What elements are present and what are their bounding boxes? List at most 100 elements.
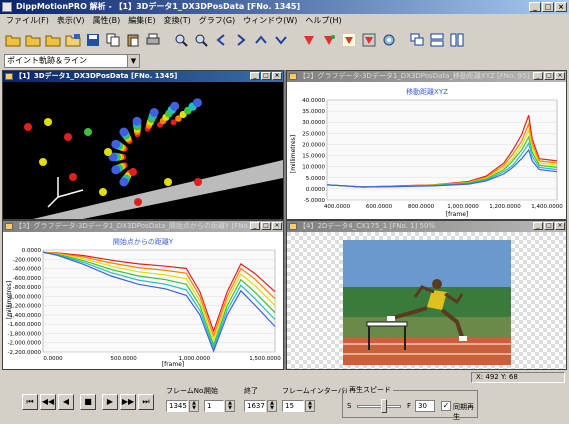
panel-3d-view[interactable]: 【1】3Dデータ1_DX3DPosData [FNo. 1345] _ □ × bbox=[2, 70, 284, 220]
start-input[interactable]: 1 bbox=[204, 400, 224, 412]
minimize-button[interactable]: _ bbox=[250, 72, 260, 80]
chevron-down-icon[interactable]: ▼ bbox=[127, 55, 139, 67]
panel-graph-y[interactable]: 【3】グラフデータ-3Dデータ1_DX3DPosData_開始点からの距離Y [… bbox=[2, 220, 284, 370]
marker-point bbox=[111, 139, 121, 149]
maximize-button[interactable]: □ bbox=[544, 222, 554, 230]
marker-icon[interactable] bbox=[300, 31, 318, 49]
close-button[interactable]: × bbox=[555, 2, 567, 12]
video-track bbox=[343, 337, 511, 365]
zoom-out-icon[interactable] bbox=[192, 31, 210, 49]
first-frame-button[interactable]: ⏮ bbox=[22, 394, 38, 410]
marker-point bbox=[170, 101, 180, 111]
x-axis-label: [frame] bbox=[162, 361, 184, 368]
marker-icon[interactable] bbox=[340, 31, 358, 49]
panel-video[interactable]: 【4】2Dデータ4_CX175_1 [FNo. 1] 50% _ □ × bbox=[286, 220, 567, 370]
start-spinner[interactable]: ▲ ▼ bbox=[225, 400, 235, 412]
sync-play-checkbox[interactable]: ✓ bbox=[441, 401, 451, 411]
y-tick-label: -600.0000 bbox=[13, 276, 42, 282]
view-mode-select[interactable]: ポイント軌跡＆ライン ▼ bbox=[4, 54, 140, 68]
minimize-button[interactable]: _ bbox=[533, 222, 543, 230]
minimize-button[interactable]: _ bbox=[529, 2, 541, 12]
menu-attribute[interactable]: 属性(B) bbox=[92, 16, 121, 25]
menu-help[interactable]: ヘルプ(H) bbox=[305, 16, 342, 25]
menu-window[interactable]: ウィンドウ(W) bbox=[243, 16, 298, 25]
app-title-bar: DippMotionPRO 解析 - 【1】3Dデータ1_DX3DPosData… bbox=[0, 0, 569, 14]
menu-graph[interactable]: グラフ(G) bbox=[198, 16, 236, 25]
zoom-in-icon[interactable] bbox=[172, 31, 190, 49]
arrow-up-icon[interactable] bbox=[252, 31, 270, 49]
play-button[interactable]: ▶ bbox=[102, 394, 118, 410]
print-icon[interactable] bbox=[144, 31, 162, 49]
speed-slider-track[interactable] bbox=[357, 405, 401, 408]
marker-point bbox=[39, 158, 47, 166]
status-bar: X: 492 Y: 68 bbox=[0, 372, 569, 384]
series-line-2 bbox=[42, 251, 276, 343]
3d-marker-trajectory bbox=[24, 98, 202, 206]
floor-plane bbox=[33, 160, 283, 219]
y-tick-label: -1,600.0000 bbox=[8, 322, 42, 328]
frame-no-input[interactable]: 1345 bbox=[166, 400, 188, 412]
close-button[interactable]: × bbox=[272, 222, 282, 230]
maximize-button[interactable]: □ bbox=[544, 72, 554, 80]
speed-label: 再生スピード bbox=[347, 385, 393, 395]
stop-button[interactable]: ■ bbox=[80, 394, 96, 410]
minimize-button[interactable]: _ bbox=[250, 222, 260, 230]
open-folder-icon[interactable] bbox=[44, 31, 62, 49]
panel-graph-xyz[interactable]: 【2】グラフデータ-3Dデータ1_DX3DPosData_移動距離XYZ [FN… bbox=[286, 70, 567, 220]
open-folder-icon[interactable] bbox=[24, 31, 42, 49]
paste-icon[interactable] bbox=[124, 31, 142, 49]
save-icon[interactable] bbox=[84, 31, 102, 49]
speed-slider-thumb[interactable] bbox=[381, 399, 387, 413]
fast-forward-button[interactable]: ▶▶ bbox=[120, 394, 136, 410]
marker-icon[interactable] bbox=[320, 31, 338, 49]
frame-interval-input[interactable]: 15 bbox=[282, 400, 304, 412]
minimize-button[interactable]: _ bbox=[533, 72, 543, 80]
close-button[interactable]: × bbox=[555, 72, 565, 80]
marker-point bbox=[132, 116, 142, 126]
athlete bbox=[387, 279, 467, 341]
arrow-right-icon[interactable] bbox=[232, 31, 250, 49]
close-button[interactable]: × bbox=[555, 222, 565, 230]
y-tick-label: 25.0000 bbox=[302, 131, 325, 137]
window-icon bbox=[5, 223, 13, 230]
menu-transform[interactable]: 変換(T) bbox=[163, 16, 191, 25]
speed-input[interactable]: 30 bbox=[415, 400, 435, 412]
3d-scene[interactable] bbox=[3, 82, 283, 219]
copy-icon[interactable] bbox=[104, 31, 122, 49]
frame-no-spinner[interactable]: ▲ ▼ bbox=[189, 400, 199, 412]
sync-play-label: 同期再生 bbox=[453, 403, 474, 421]
end-input[interactable]: 1637 bbox=[244, 400, 266, 412]
open-folder-icon[interactable] bbox=[4, 31, 22, 49]
y-axis-label: [millimetres] bbox=[290, 135, 297, 173]
y-tick-label: 30.0000 bbox=[302, 120, 325, 126]
folder-icon[interactable] bbox=[64, 31, 82, 49]
y-tick-label: -1,400.0000 bbox=[8, 313, 42, 319]
last-frame-button[interactable]: ⏭ bbox=[138, 394, 154, 410]
frame-interval-spinner[interactable]: ▲ ▼ bbox=[305, 400, 315, 412]
menu-view[interactable]: 表示(V) bbox=[56, 16, 85, 25]
y-tick-label: -1,800.0000 bbox=[8, 331, 42, 337]
maximize-button[interactable]: □ bbox=[261, 72, 271, 80]
end-spinner[interactable]: ▲ ▼ bbox=[267, 400, 277, 412]
maximize-button[interactable]: □ bbox=[261, 222, 271, 230]
axis-x bbox=[57, 189, 84, 198]
hurdle bbox=[366, 321, 408, 327]
window-cascade-icon[interactable] bbox=[408, 31, 426, 49]
marker-icon[interactable] bbox=[360, 31, 378, 49]
marker-point bbox=[24, 123, 32, 131]
marker-point bbox=[194, 178, 202, 186]
menu-file[interactable]: ファイル(F) bbox=[6, 16, 49, 25]
marker-point bbox=[164, 178, 172, 186]
menu-edit[interactable]: 編集(E) bbox=[128, 16, 156, 25]
target-icon[interactable] bbox=[380, 31, 398, 49]
panel-3d-title: 【1】3Dデータ1_DX3DPosData [FNo. 1345] bbox=[15, 72, 178, 80]
video-frame[interactable] bbox=[287, 232, 566, 369]
window-tile-v-icon[interactable] bbox=[448, 31, 466, 49]
rewind-button[interactable]: ◀◀ bbox=[40, 394, 56, 410]
window-tile-h-icon[interactable] bbox=[428, 31, 446, 49]
step-back-button[interactable]: ◀ bbox=[58, 394, 74, 410]
arrow-down-icon[interactable] bbox=[272, 31, 290, 49]
maximize-button[interactable]: □ bbox=[542, 2, 554, 12]
close-button[interactable]: × bbox=[272, 72, 282, 80]
arrow-left-icon[interactable] bbox=[212, 31, 230, 49]
